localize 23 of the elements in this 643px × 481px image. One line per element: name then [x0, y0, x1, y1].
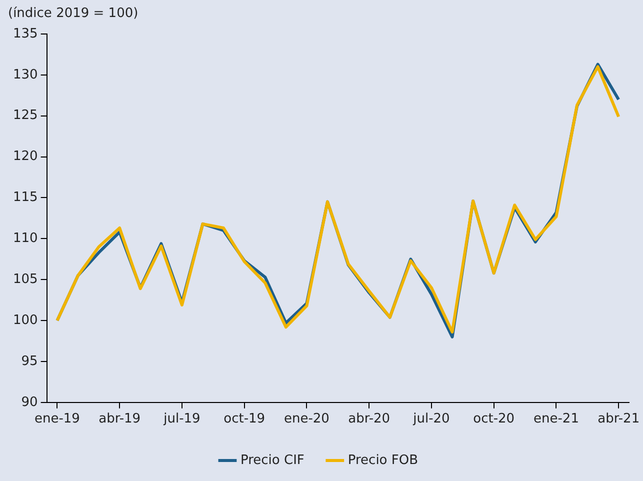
y-tick-label: 90: [21, 394, 38, 410]
legend-label: Precio FOB: [348, 452, 418, 468]
x-tick-label: abr-20: [348, 412, 390, 427]
y-tick-label: 130: [12, 67, 38, 82]
y-tick-label: 105: [12, 272, 38, 287]
y-tick-label: 120: [12, 149, 38, 164]
y-tick-label: 110: [12, 231, 38, 246]
x-tick-label: ene-21: [533, 412, 579, 427]
x-tick-label: oct-20: [473, 412, 515, 427]
x-tick-label: jul-19: [162, 412, 200, 427]
x-tick-label: abr-21: [598, 412, 640, 427]
y-tick-label: 100: [12, 312, 38, 328]
legend-label: Precio CIF: [240, 452, 304, 468]
x-tick-label: jul-20: [412, 412, 450, 427]
y-tick-label: 95: [21, 354, 38, 369]
y-tick-label: 135: [12, 26, 38, 42]
x-tick-label: ene-20: [284, 412, 330, 427]
x-tick-label: abr-19: [98, 412, 141, 427]
x-tick-label: ene-19: [34, 412, 80, 427]
x-tick-label: oct-19: [224, 412, 266, 427]
y-axis-title: (índice 2019 = 100): [8, 6, 138, 21]
y-tick-label: 115: [12, 190, 38, 206]
y-tick-label: 125: [12, 108, 38, 124]
